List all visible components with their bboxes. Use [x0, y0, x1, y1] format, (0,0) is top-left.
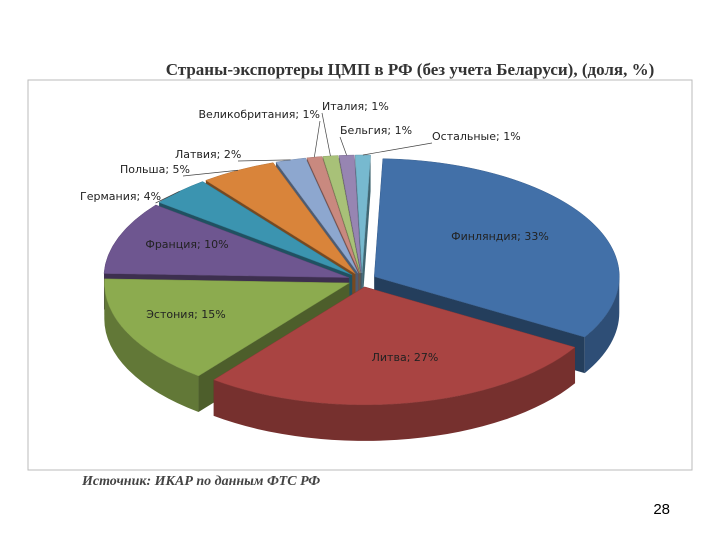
page-number: 28: [653, 501, 670, 518]
leader-line: [182, 169, 239, 177]
data-label: Бельгия; 1%: [340, 124, 412, 137]
leader-line: [321, 112, 331, 156]
leader-line: [155, 190, 180, 204]
chart-title: Страны-экспортеры ЦМП в РФ (без учета Бе…: [166, 60, 655, 79]
pie: [103, 154, 620, 441]
slice: [374, 158, 620, 338]
data-label: Латвия; 2%: [175, 148, 241, 161]
data-label: Остальные; 1%: [432, 130, 521, 143]
slice: [104, 278, 351, 377]
data-label: Эстония; 15%: [146, 308, 225, 321]
data-label: Литва; 27%: [372, 351, 439, 364]
data-label: Польша; 5%: [120, 163, 190, 176]
data-label: Германия; 4%: [80, 190, 161, 203]
data-label: Великобритания; 1%: [198, 108, 320, 121]
data-label: Франция; 10%: [145, 238, 228, 251]
leader-line: [339, 136, 347, 156]
leader-line: [237, 159, 291, 162]
slice: [103, 204, 349, 278]
leader-line: [362, 142, 433, 156]
slice-side: [584, 276, 620, 374]
slice-side: [213, 347, 576, 441]
leader-line: [314, 120, 321, 158]
data-label: Финляндия; 33%: [451, 230, 549, 243]
slice-wall: [362, 155, 371, 310]
source-note: Источник: ИКАР по данным ФТС РФ: [81, 474, 320, 489]
slice: [158, 181, 353, 276]
data-label: Италия; 1%: [322, 100, 389, 113]
slice: [354, 154, 371, 274]
slice: [205, 162, 356, 275]
slice: [213, 286, 576, 406]
slice-side: [104, 282, 199, 412]
